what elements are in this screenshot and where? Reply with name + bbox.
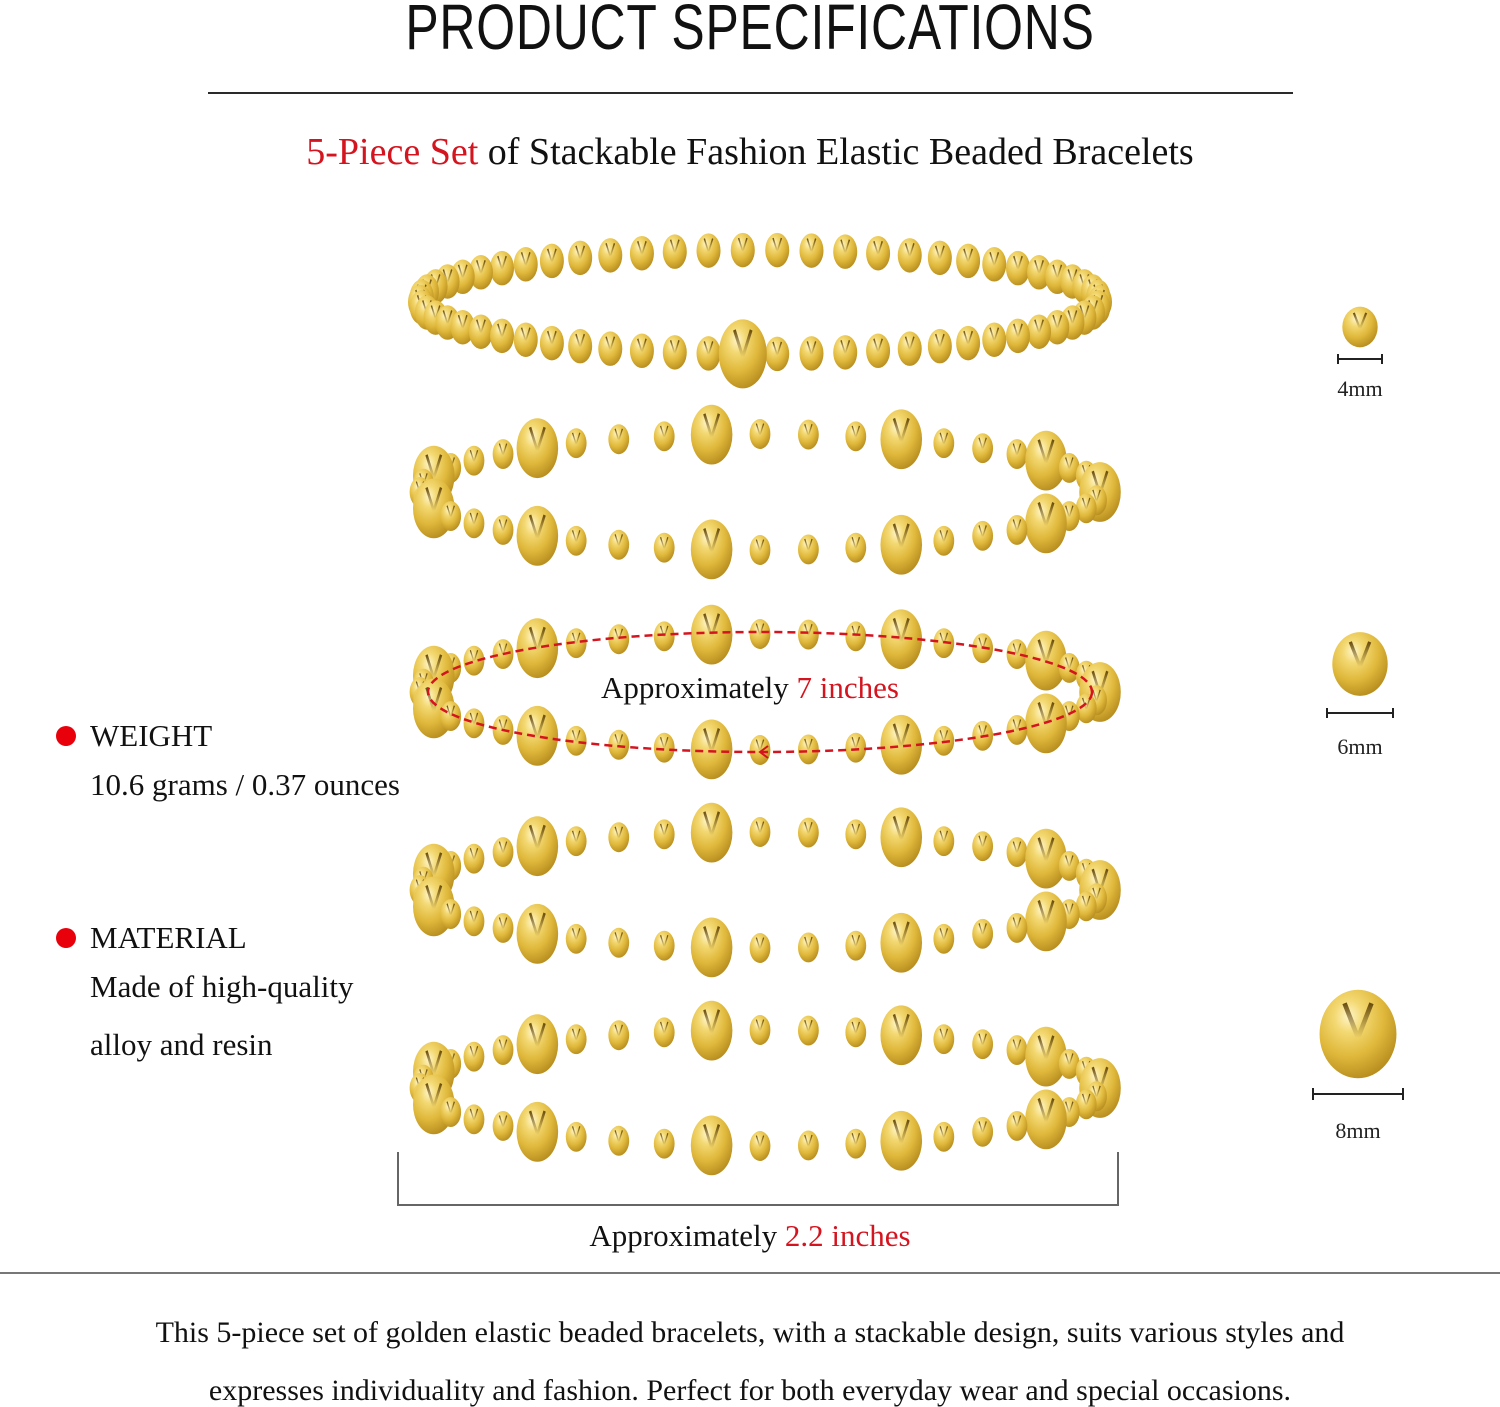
red-bullet-icon — [56, 726, 76, 746]
spec-value: Made of high-quality — [90, 969, 354, 1004]
bead-size-6mm: 6mm — [1308, 628, 1412, 760]
product-description: This 5-piece set of golden elastic beade… — [155, 1316, 1345, 1407]
title-divider — [208, 92, 1293, 94]
bead-size-8mm: 8mm — [1300, 984, 1416, 1144]
page-title: PRODUCT SPECIFICATIONS — [405, 0, 1095, 63]
width-bracket — [397, 1152, 1119, 1206]
measure-bar-icon — [1312, 1088, 1404, 1100]
spec-material: MATERIAL Made of high-quality alloy and … — [56, 918, 353, 1074]
circumference-label: Approximately 7 inches — [601, 670, 899, 705]
bracelet-4 — [408, 801, 1123, 979]
spec-value: alloy and resin — [90, 1027, 273, 1062]
measure-bar-icon — [1326, 708, 1394, 718]
red-bullet-icon — [56, 928, 76, 948]
circumference-dashed-ellipse-icon — [426, 630, 1094, 759]
bracelet-1 — [407, 231, 1113, 391]
spec-label: WEIGHT — [90, 718, 213, 753]
subtitle-text: of Stackable Fashion Elastic Beaded Brac… — [478, 131, 1194, 173]
bead-size-4mm: 4mm — [1318, 304, 1402, 402]
spec-value: 10.6 grams / 0.37 ounces — [90, 767, 400, 802]
measure-bar-icon — [1337, 354, 1383, 364]
gold-bead-icon — [1341, 305, 1379, 349]
subtitle-highlight: 5-Piece Set — [306, 131, 479, 173]
section-divider — [0, 1272, 1500, 1274]
width-label: Approximately 2.2 inches — [589, 1218, 911, 1253]
product-subtitle: 5-Piece Set of Stackable Fashion Elastic… — [0, 128, 1500, 176]
spec-weight: WEIGHT 10.6 grams / 0.37 ounces — [56, 716, 400, 814]
spec-label: MATERIAL — [90, 920, 247, 955]
gold-bead-icon — [1330, 630, 1390, 698]
bracelet-stack — [390, 220, 1130, 1180]
bracelet-2 — [408, 403, 1123, 581]
gold-bead-icon — [1310, 984, 1406, 1084]
